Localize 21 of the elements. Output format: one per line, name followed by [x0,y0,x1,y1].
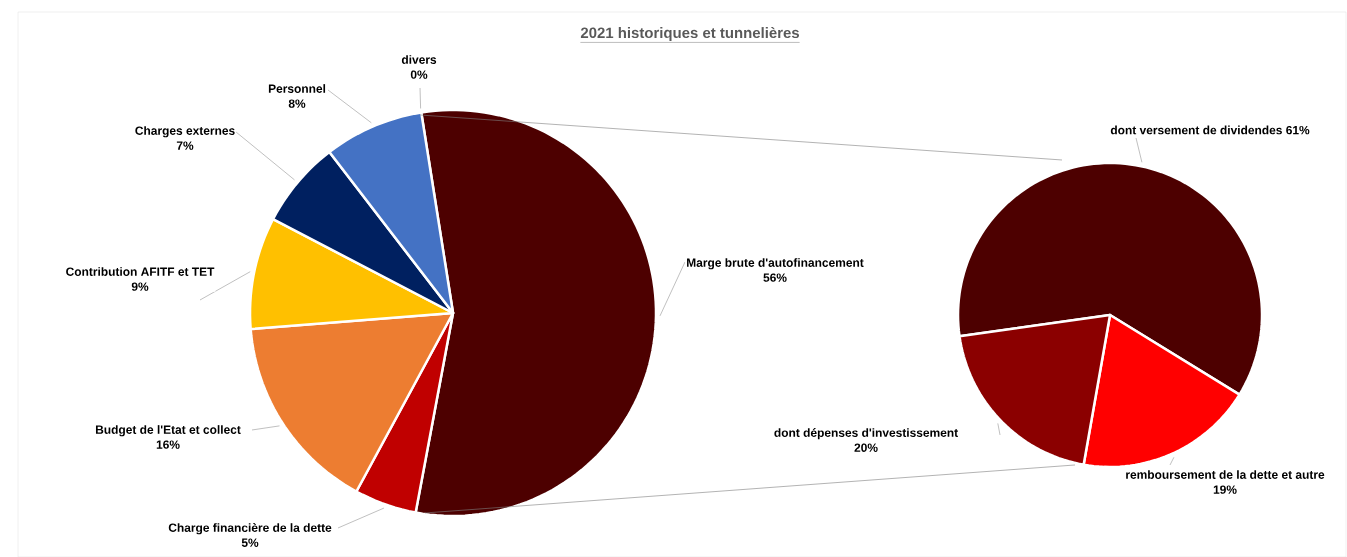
data-label: 19% [1213,485,1237,494]
slice-label: Personnel [268,84,326,93]
data-label: 8% [288,99,306,108]
slice-label: Charges externes [135,126,235,138]
chart-title: 2021 historiques et tunnelières [580,26,799,42]
slice-label: Contribution AFITF et TET [66,267,215,276]
data-label: 16% [156,440,180,449]
slice-label: dont versement de dividendes [1110,125,1282,135]
category-label: divers [401,55,437,64]
data-label: 9% [131,282,149,291]
data-label: 20% [854,443,878,452]
slice-label: remboursement de la dette et autre [1126,470,1325,479]
slice-label: Marge brute d'autofinancement [687,258,864,270]
data-label: 61% [1286,125,1310,135]
slice-label: Budget de l'Etat et collect [95,425,241,437]
text: 0% [410,70,428,79]
slice-label: dont dépenses d'investissement [774,428,958,440]
slice-label: Charge financière de la dette [168,523,332,535]
data-label: 7% [176,141,194,150]
data-label: 5% [241,538,259,547]
data-label: 56% [763,273,787,282]
